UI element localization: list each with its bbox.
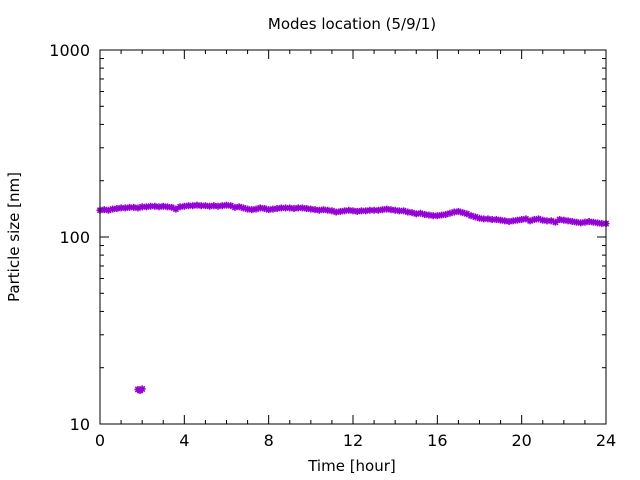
y-tick-label: 100 <box>59 228 90 247</box>
y-tick-label: 1000 <box>49 41 90 60</box>
chart-title: Modes location (5/9/1) <box>268 15 436 33</box>
y-tick-label: 10 <box>70 415 90 434</box>
x-axis-label: Time [hour] <box>307 457 396 475</box>
data-point <box>446 209 454 217</box>
x-tick-label: 20 <box>511 431 531 450</box>
plot-area-frame <box>99 49 607 425</box>
x-tick-label: 4 <box>179 431 189 450</box>
x-tick-label: 24 <box>596 431 616 450</box>
tick-labels: 0 4 8 12 16 20 24 10 100 1000 <box>49 41 616 450</box>
y-axis-label: Particle size [nm] <box>5 172 23 302</box>
data-point <box>286 204 294 212</box>
data-point <box>201 202 209 210</box>
x-tick-label: 16 <box>427 431 447 450</box>
x-tick-label: 12 <box>343 431 363 450</box>
x-tick-label: 8 <box>264 431 274 450</box>
data-point <box>138 385 146 393</box>
x-tick-label: 0 <box>95 431 105 450</box>
axis-ticks <box>99 49 607 425</box>
data-points <box>96 201 610 395</box>
